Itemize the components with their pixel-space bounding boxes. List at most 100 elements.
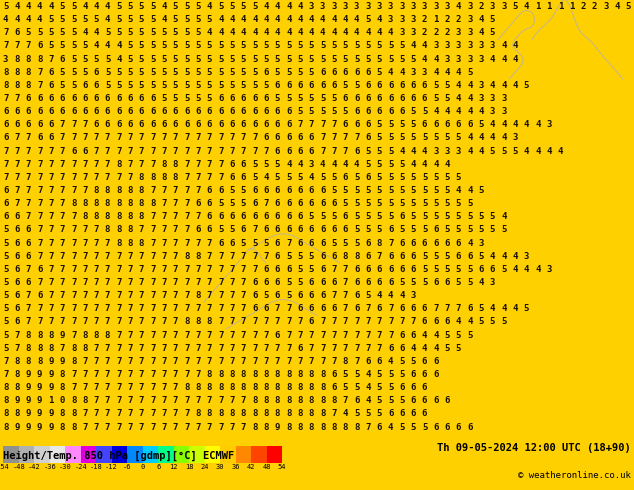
Text: 6: 6 [297,239,302,247]
Text: 5: 5 [501,225,507,235]
Text: 7: 7 [139,396,144,405]
Text: 6: 6 [139,107,144,116]
Text: 4: 4 [512,252,518,261]
Text: 7: 7 [162,278,167,287]
Text: 9: 9 [60,331,65,340]
Text: 5: 5 [252,54,257,64]
Text: 9: 9 [25,396,31,405]
Text: 6: 6 [309,186,314,195]
Text: 5: 5 [173,42,178,50]
Text: 8: 8 [309,410,314,418]
Text: 7: 7 [3,147,8,156]
Text: 7: 7 [60,133,65,143]
Text: 8: 8 [218,383,223,392]
Text: 5: 5 [399,396,404,405]
Text: 8: 8 [263,370,269,379]
Text: 6: 6 [411,265,416,274]
Text: 7: 7 [37,68,42,77]
Text: 7: 7 [241,133,246,143]
Text: 7: 7 [342,147,348,156]
Text: 6: 6 [241,160,246,169]
Text: 6: 6 [377,107,382,116]
Text: 7: 7 [252,133,257,143]
Text: 7: 7 [263,199,269,208]
Text: 4: 4 [320,160,325,169]
Text: 6: 6 [94,81,99,90]
Text: 4: 4 [15,2,20,11]
Text: 7: 7 [15,160,20,169]
Text: 0: 0 [141,465,145,470]
Text: 4: 4 [354,160,359,169]
Text: 6: 6 [252,291,257,300]
Text: 5: 5 [275,94,280,103]
Text: 7: 7 [94,422,99,432]
Text: 7: 7 [15,186,20,195]
Text: 7: 7 [342,291,348,300]
Text: 7: 7 [71,173,76,182]
Text: 2: 2 [592,2,597,11]
Text: 4: 4 [263,28,269,37]
Text: 7: 7 [25,291,31,300]
Text: 8: 8 [286,383,292,392]
Text: 7: 7 [48,252,54,261]
Text: 8: 8 [286,396,292,405]
Text: 3: 3 [444,54,450,64]
Text: 6: 6 [399,343,404,353]
Text: 5: 5 [173,28,178,37]
Text: 6: 6 [3,107,8,116]
Text: 7: 7 [162,331,167,340]
Text: 4: 4 [162,2,167,11]
Text: 7: 7 [297,121,302,129]
Text: 6: 6 [399,212,404,221]
Text: 4: 4 [501,121,507,129]
Text: 8: 8 [105,212,110,221]
Text: 6: 6 [320,291,325,300]
Text: 4: 4 [275,2,280,11]
Text: 7: 7 [184,370,190,379]
Text: 6: 6 [252,107,257,116]
Text: 6: 6 [342,68,348,77]
Text: 5: 5 [297,94,302,103]
Text: 7: 7 [150,396,155,405]
Text: 5: 5 [60,2,65,11]
Text: 6: 6 [309,225,314,235]
Text: 7: 7 [94,383,99,392]
Text: -42: -42 [28,465,41,470]
Text: 5: 5 [354,225,359,235]
Text: 3: 3 [524,252,529,261]
Text: 4: 4 [365,396,371,405]
Text: 7: 7 [94,357,99,366]
Text: 6: 6 [15,107,20,116]
Text: 9: 9 [60,357,65,366]
Text: 5: 5 [184,54,190,64]
Text: 7: 7 [94,173,99,182]
Text: 5: 5 [230,225,235,235]
Text: 6: 6 [332,383,337,392]
Text: 5: 5 [467,278,472,287]
Text: 4: 4 [3,15,8,24]
Text: 6: 6 [252,121,257,129]
Text: 5: 5 [467,212,472,221]
Text: 7: 7 [116,383,122,392]
Text: 7: 7 [94,225,99,235]
Text: 7: 7 [37,160,42,169]
Text: 7: 7 [15,343,20,353]
Text: 4: 4 [501,212,507,221]
Text: 7: 7 [48,291,54,300]
Text: 6: 6 [241,212,246,221]
Text: 2: 2 [456,15,461,24]
Text: 7: 7 [82,383,87,392]
Text: 7: 7 [139,383,144,392]
Text: 7: 7 [286,357,292,366]
Text: 7: 7 [127,410,133,418]
Text: 7: 7 [332,133,337,143]
Text: 5: 5 [388,133,393,143]
Text: 5: 5 [411,186,416,195]
Text: 8: 8 [3,81,8,90]
Text: 3: 3 [444,147,450,156]
Text: 4: 4 [263,2,269,11]
Text: 3: 3 [444,42,450,50]
Text: 8: 8 [218,370,223,379]
Text: 5: 5 [3,278,8,287]
Text: 6: 6 [263,68,269,77]
